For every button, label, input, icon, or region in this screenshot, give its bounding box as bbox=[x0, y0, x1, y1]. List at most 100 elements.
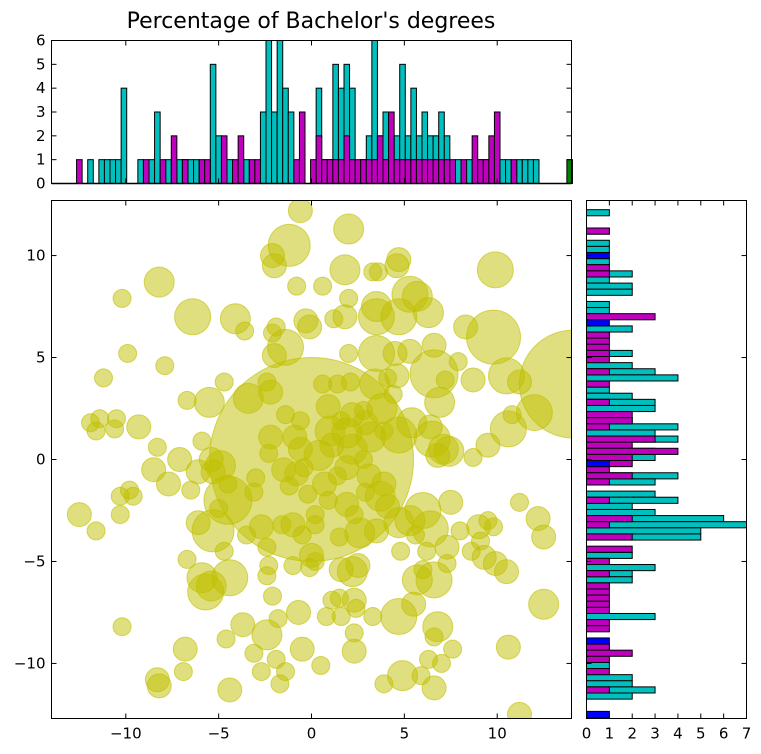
top-ytick-label: 2 bbox=[36, 127, 46, 145]
scatter-point bbox=[419, 649, 438, 669]
top-bar bbox=[87, 159, 94, 185]
right-bar bbox=[586, 423, 610, 431]
scatter-point bbox=[251, 619, 283, 651]
top-bar bbox=[142, 159, 150, 185]
top-bar bbox=[154, 111, 161, 184]
right-bar bbox=[586, 533, 702, 541]
scatter-point bbox=[294, 458, 314, 478]
right-bar bbox=[586, 417, 633, 425]
top-bar bbox=[293, 159, 300, 185]
scatter-point bbox=[244, 643, 264, 663]
right-bar bbox=[586, 466, 610, 474]
top-bar bbox=[109, 159, 117, 185]
scatter-point bbox=[341, 638, 367, 664]
right-histogram-frame bbox=[586, 200, 747, 719]
top-bar bbox=[532, 159, 540, 185]
top-bar bbox=[243, 159, 250, 185]
top-bar bbox=[209, 63, 217, 184]
top-bar bbox=[360, 159, 367, 185]
right-bar bbox=[586, 643, 610, 651]
top-histogram-frame bbox=[51, 40, 572, 184]
right-bar bbox=[586, 270, 610, 278]
scatter-point bbox=[332, 304, 358, 330]
main-ytick-label: 5 bbox=[36, 349, 46, 367]
main-xtick-label: −10 bbox=[110, 725, 142, 743]
scatter-point bbox=[413, 297, 444, 329]
scatter-point bbox=[217, 677, 243, 703]
scatter-point bbox=[298, 484, 318, 504]
scatter-point bbox=[438, 489, 464, 515]
scatter-point bbox=[425, 442, 451, 468]
scatter-point bbox=[510, 492, 529, 512]
right-bar bbox=[586, 227, 610, 235]
top-bar bbox=[343, 135, 351, 184]
scatter-point bbox=[528, 588, 560, 620]
top-bar bbox=[103, 159, 111, 185]
scatter-point bbox=[297, 314, 323, 340]
scatter-point bbox=[86, 421, 106, 441]
main-xtick-label: 10 bbox=[488, 725, 507, 743]
top-bar bbox=[382, 159, 390, 185]
scatter-point bbox=[484, 517, 503, 537]
scatter-point bbox=[271, 457, 297, 483]
right-bar bbox=[586, 252, 610, 260]
right-bar bbox=[586, 209, 610, 217]
top-bar bbox=[326, 159, 334, 185]
top-bar bbox=[215, 135, 222, 184]
scatter-point bbox=[322, 590, 342, 610]
top-bar bbox=[365, 159, 373, 185]
scatter-point bbox=[257, 566, 277, 586]
scatter-point bbox=[305, 505, 325, 525]
right-xtick-label: 7 bbox=[742, 725, 752, 743]
scatter-point bbox=[453, 314, 479, 340]
right-bar bbox=[586, 692, 633, 700]
scatter-point bbox=[258, 424, 284, 450]
main-xtick-label: 5 bbox=[400, 725, 410, 743]
top-ytick-label: 3 bbox=[36, 103, 46, 121]
scatter-point bbox=[177, 390, 197, 410]
right-xtick-label: 4 bbox=[673, 725, 683, 743]
right-bar bbox=[586, 398, 610, 406]
right-bar bbox=[586, 710, 610, 718]
top-ytick-label: 0 bbox=[36, 175, 46, 193]
scatter-point bbox=[216, 629, 236, 649]
right-bar bbox=[586, 655, 610, 663]
scatter-point bbox=[286, 599, 311, 625]
scatter-point bbox=[193, 386, 225, 418]
scatter-point bbox=[246, 468, 266, 488]
scatter-point bbox=[494, 559, 519, 585]
top-bar bbox=[488, 135, 495, 184]
scatter-point bbox=[374, 674, 394, 694]
scatter-point bbox=[328, 466, 347, 486]
scatter-point bbox=[232, 382, 264, 414]
right-bar bbox=[586, 460, 610, 468]
right-bar bbox=[586, 594, 610, 602]
scatter-point bbox=[460, 367, 486, 393]
top-bar bbox=[516, 159, 523, 185]
scatter-point bbox=[391, 541, 411, 561]
scatter-point bbox=[384, 363, 410, 389]
scatter-point bbox=[120, 480, 139, 500]
right-bar bbox=[586, 527, 702, 535]
top-ytick-label: 6 bbox=[36, 32, 46, 50]
top-bar bbox=[466, 159, 473, 185]
scatter-point bbox=[380, 598, 418, 636]
right-bar bbox=[586, 374, 679, 382]
scatter-point bbox=[66, 502, 92, 528]
scatter-point bbox=[172, 636, 198, 662]
right-bar bbox=[586, 478, 610, 486]
scatter-point bbox=[214, 541, 234, 561]
scatter-point bbox=[186, 562, 218, 594]
top-bar bbox=[265, 40, 273, 184]
right-bar bbox=[586, 600, 610, 608]
main-ytick-label: −5 bbox=[23, 552, 45, 570]
top-bar bbox=[337, 159, 345, 185]
right-xtick-label: 5 bbox=[696, 725, 706, 743]
scatter-point bbox=[174, 298, 212, 336]
top-bar bbox=[98, 159, 105, 185]
right-bar bbox=[586, 239, 610, 247]
top-bar bbox=[438, 159, 445, 185]
scatter-point bbox=[331, 607, 351, 627]
right-bar bbox=[586, 570, 610, 578]
scatter-point bbox=[345, 553, 371, 579]
